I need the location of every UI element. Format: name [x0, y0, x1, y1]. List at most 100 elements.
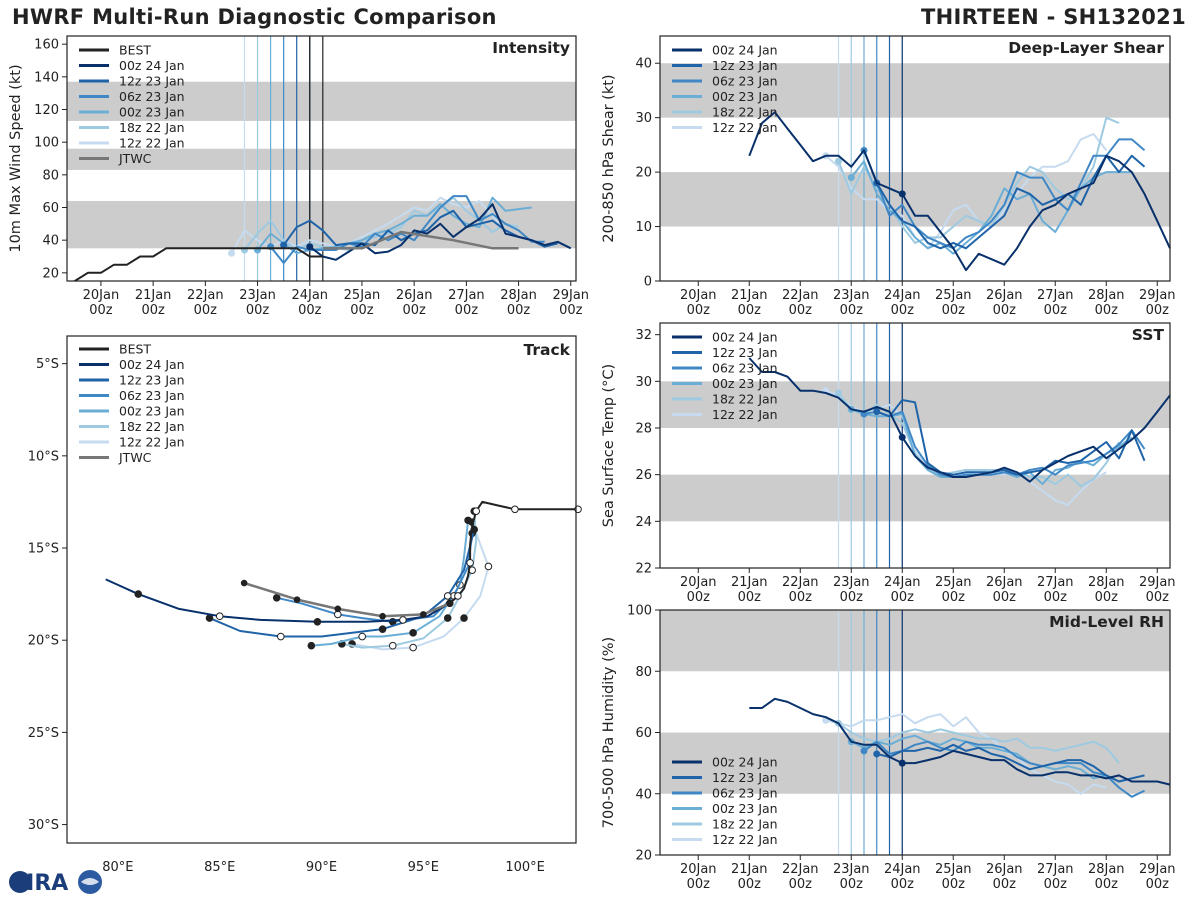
track-panel: 80°E 85°E 90°E 95°E 100°E 5°S 10°S 15°S 20°S 25°S… — [28, 335, 582, 875]
x-tick-label: 00z — [298, 303, 322, 318]
run-start-marker — [860, 747, 868, 755]
x-tick-label: 20Jan — [680, 575, 717, 590]
rh-panel: 2040608010020Jan00z21Jan00z22Jan00z23Jan… — [601, 604, 1176, 893]
legend-label: 12z 22 Jan — [712, 120, 778, 135]
legend-label: 00z 23 Jan — [119, 105, 185, 120]
x-tick-label: 00z — [789, 590, 813, 605]
track-point — [443, 592, 452, 600]
track-point — [388, 641, 397, 650]
threshold-band — [660, 610, 1170, 672]
legend-label: 00z 24 Jan — [712, 330, 778, 345]
track-point — [307, 641, 316, 650]
series-18z-22-jan — [243, 196, 519, 251]
y-tick-label: 100 — [34, 136, 59, 151]
x-tick-label: 00z — [891, 590, 915, 605]
x-tick-label: 29Jan — [552, 288, 589, 303]
x-tick-label: 00z — [141, 303, 165, 318]
track-point — [511, 505, 519, 514]
x-tick-label: 00z — [194, 303, 218, 318]
legend-label: 12z 23 Jan — [712, 58, 778, 73]
cira-logo: CIRA — [4, 866, 104, 898]
legend-label: 00z 24 Jan — [712, 755, 778, 770]
x-tick-label: 00z — [942, 877, 966, 892]
y-axis-label: 200-850 hPa Shear (kt) — [601, 74, 617, 242]
track-point — [472, 507, 481, 515]
track-point — [443, 614, 452, 622]
y-tick-label: 5°S — [36, 357, 59, 372]
track-point — [293, 596, 301, 603]
x-tick-label: 27Jan — [1037, 288, 1074, 303]
legend-label: 12z 23 Jan — [119, 373, 185, 388]
legend-label: 12z 23 Jan — [712, 770, 778, 785]
x-tick-label: 27Jan — [1037, 862, 1074, 877]
x-tick-label: 29Jan — [1139, 862, 1176, 877]
legend-label: 12z 23 Jan — [119, 74, 185, 89]
run-start-marker — [847, 174, 855, 182]
series-12z-23-jan — [875, 154, 1146, 250]
y-tick-label: 100 — [627, 604, 652, 619]
legend-label: BEST — [119, 43, 151, 58]
x-tick-label: 100°E — [505, 860, 545, 875]
threshold-band — [660, 172, 1170, 227]
x-tick-label: 00z — [840, 877, 864, 892]
shear-panel: 01020304020Jan00z21Jan00z22Jan00z23Jan00… — [601, 35, 1176, 318]
x-tick-label: 00z — [891, 303, 915, 318]
x-tick-label: 22Jan — [782, 862, 819, 877]
threshold-band — [67, 148, 576, 170]
y-tick-label: 20 — [635, 849, 652, 864]
run-start-marker — [898, 433, 906, 441]
x-tick-label: 00z — [891, 877, 915, 892]
x-tick-label: 00z — [1146, 590, 1170, 605]
series-06z-23-jan — [863, 410, 1146, 478]
y-tick-label: 40 — [42, 234, 59, 249]
x-tick-label: 00z — [402, 303, 426, 318]
legend-label: 12z 22 Jan — [119, 136, 185, 151]
x-tick-label: 20Jan — [680, 288, 717, 303]
x-tick-label: 00z — [1095, 303, 1119, 318]
x-tick-label: 24Jan — [291, 288, 328, 303]
series-12z-22-jan — [230, 196, 507, 254]
run-start-marker — [306, 243, 314, 251]
x-tick-label: 25Jan — [935, 288, 972, 303]
y-tick-label: 28 — [635, 422, 652, 437]
x-tick-label: 28Jan — [1088, 862, 1125, 877]
x-tick-label: 21Jan — [135, 288, 172, 303]
y-tick-label: 32 — [635, 328, 652, 343]
track-point — [409, 629, 417, 637]
track-point — [378, 625, 387, 633]
y-tick-label: 40 — [635, 57, 652, 72]
x-tick-label: 20Jan — [680, 862, 717, 877]
x-tick-label: 29Jan — [1139, 575, 1176, 590]
series-00z-24-jan — [901, 394, 1171, 483]
panel-title: Intensity — [492, 39, 570, 57]
y-tick-label: 24 — [635, 515, 652, 530]
x-tick-label: 00z — [1095, 590, 1119, 605]
series-best — [748, 357, 904, 438]
run-start-marker — [280, 241, 288, 249]
legend-label: 12z 22 Jan — [712, 832, 778, 847]
y-tick-label: 30°S — [28, 818, 59, 833]
series-00z-24-jan — [901, 154, 1171, 272]
legend-label: 06z 23 Jan — [712, 74, 778, 89]
run-start-marker — [835, 157, 842, 165]
track-point — [334, 605, 342, 613]
y-tick-label: 80 — [42, 168, 59, 183]
track-point — [379, 612, 386, 620]
x-tick-label: 00z — [1044, 590, 1068, 605]
x-tick-label: 24Jan — [884, 862, 921, 877]
legend-label: 06z 23 Jan — [119, 388, 185, 403]
x-tick-label: 20Jan — [83, 288, 120, 303]
legend-label: 00z 23 Jan — [119, 404, 185, 419]
track-point — [466, 558, 474, 567]
threshold-band — [67, 81, 576, 121]
y-axis-label: Sea Surface Temp (°C) — [601, 364, 617, 527]
legend-label: JTWC — [118, 450, 152, 465]
legend-label: 00z 23 Jan — [712, 801, 778, 816]
track-point — [240, 579, 248, 587]
x-tick-label: 80°E — [102, 860, 133, 875]
x-tick-label: 25Jan — [935, 862, 972, 877]
y-axis-label: 700-500 hPa Humidity (%) — [601, 637, 617, 828]
x-tick-label: 00z — [687, 590, 711, 605]
legend-label: 12z 22 Jan — [119, 435, 185, 450]
